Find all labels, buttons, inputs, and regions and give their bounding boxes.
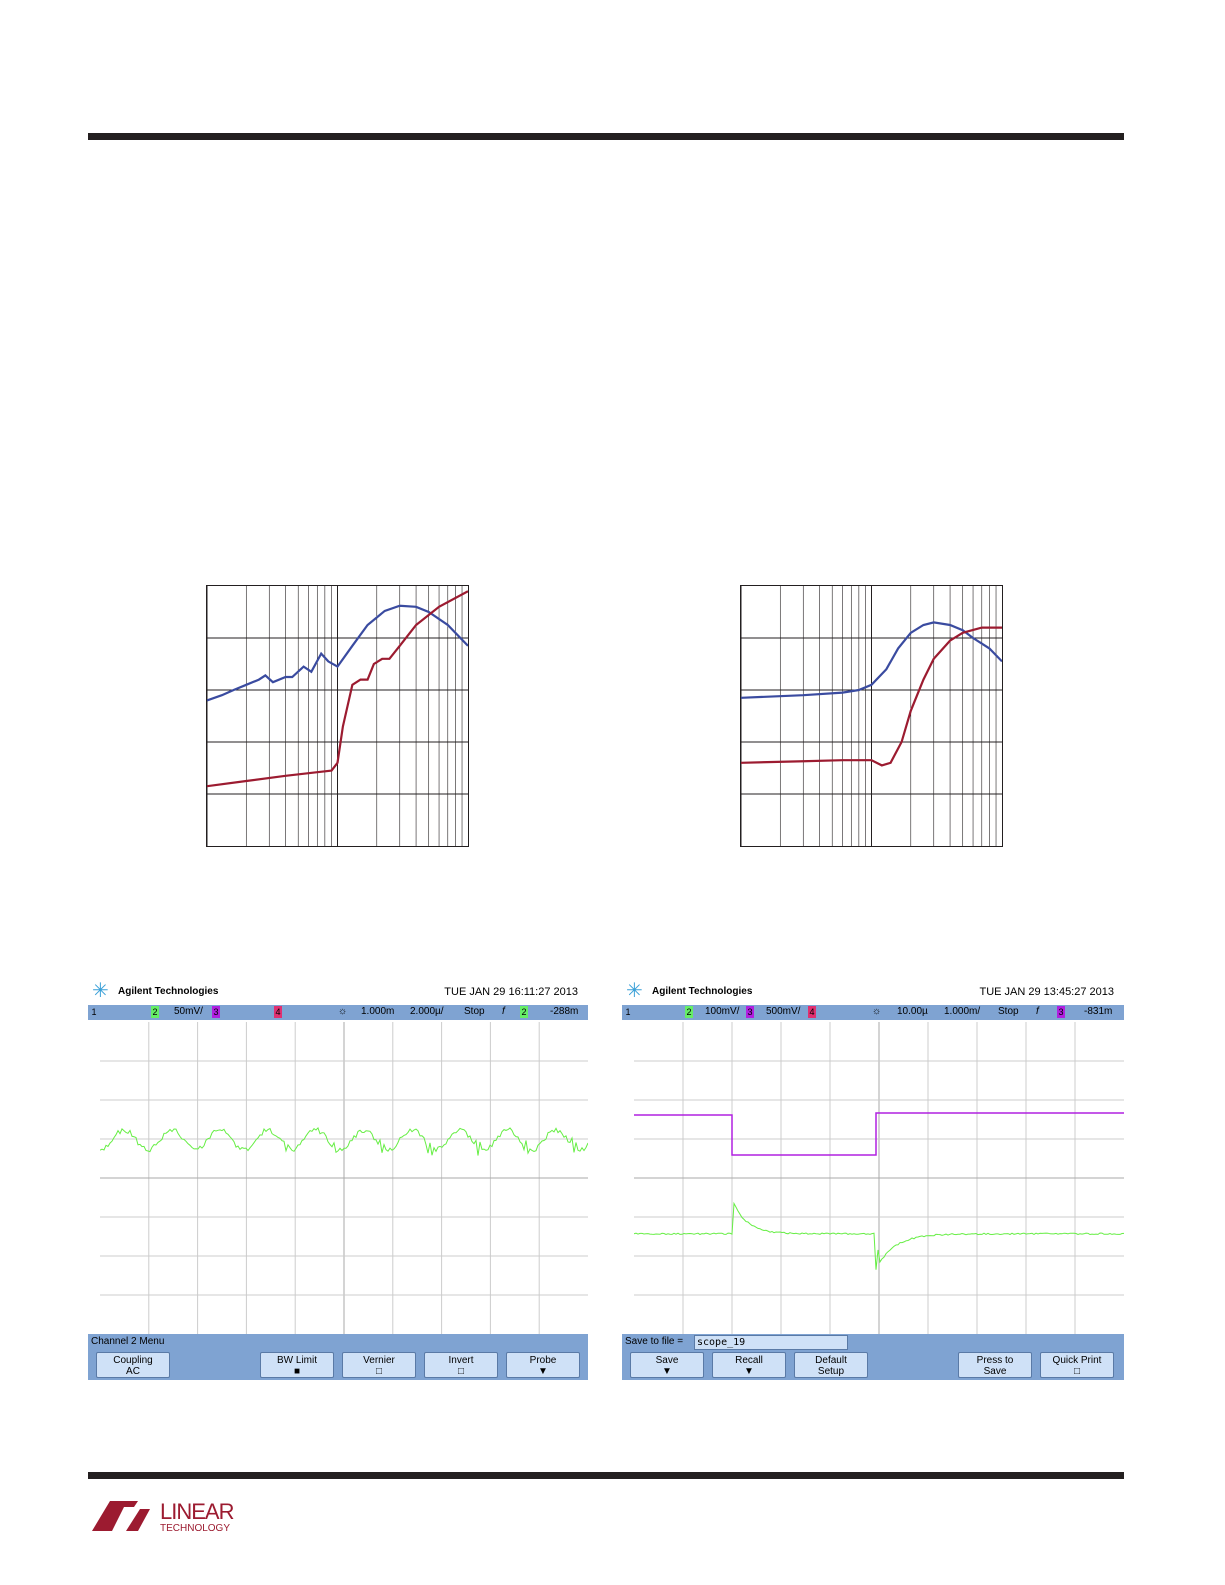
svg-text:LINEAR: LINEAR (160, 1499, 234, 1524)
linear-technology-logo: LINEAR TECHNOLOGY (88, 1495, 258, 1540)
trigger-source: 2 (520, 1006, 528, 1018)
delay-icon: ☼ (872, 1006, 881, 1017)
save-button[interactable]: Save ▼ (630, 1352, 704, 1378)
ch4-badge: 4 (274, 1006, 282, 1018)
press-to-save-button[interactable]: Press to Save (958, 1352, 1032, 1378)
status-bar: 1 2 100mV/ 3 500mV/ 4 ☼ 10.00µ 1.000m/ S… (622, 1005, 1124, 1020)
save-label: Save to file = (625, 1336, 683, 1347)
timebase: 1.000m/ (944, 1006, 980, 1017)
run-state: Stop (998, 1006, 1019, 1017)
trigger-level: -288m (550, 1006, 578, 1017)
coupling-button[interactable]: Coupling AC (96, 1352, 170, 1378)
trigger-source: 3 (1057, 1006, 1065, 1018)
ch3-badge: 3 (746, 1006, 754, 1018)
trigger-slope-icon: f (1036, 1006, 1039, 1017)
vernier-button[interactable]: Vernier □ (342, 1352, 416, 1378)
softkey-menu: Save to file = scope_19 Save ▼ Recall ▼ De… (622, 1334, 1124, 1380)
waveform-display (634, 1022, 1122, 1334)
default-setup-button[interactable]: Default Setup (794, 1352, 868, 1378)
scope-screenshot-left: ✳ Agilent Technologies TUE JAN 29 16:11:27… (88, 980, 588, 1380)
bw-limit-button[interactable]: BW Limit ■ (260, 1352, 334, 1378)
top-rule (88, 133, 1124, 140)
ch2-scale: 100mV/ (705, 1006, 739, 1017)
bottom-rule (88, 1472, 1124, 1479)
probe-button[interactable]: Probe ▼ (506, 1352, 580, 1378)
ch2-scale: 50mV/ (174, 1006, 203, 1017)
plot-right (740, 585, 1003, 847)
invert-button[interactable]: Invert □ (424, 1352, 498, 1378)
trigger-slope-icon: f (502, 1006, 505, 1017)
time-delay: 1.000m (361, 1006, 394, 1017)
recall-button[interactable]: Recall ▼ (712, 1352, 786, 1378)
agilent-logo-icon: ✳ (92, 980, 109, 1002)
ch3-badge: 3 (212, 1006, 220, 1018)
agilent-logo-icon: ✳ (626, 980, 643, 1002)
ch1-badge: 1 (624, 1006, 632, 1018)
brand: Agilent Technologies (652, 986, 752, 997)
ch4-badge: 4 (808, 1006, 816, 1018)
menu-title: Channel 2 Menu (91, 1336, 164, 1347)
time-delay: 10.00µ (897, 1006, 928, 1017)
plot-left (206, 585, 469, 847)
date: TUE JAN 29 16:11:27 2013 (444, 986, 578, 998)
run-state: Stop (464, 1006, 485, 1017)
scope-screenshot-right: ✳ Agilent Technologies TUE JAN 29 13:45:27… (622, 980, 1124, 1380)
delay-icon: ☼ (338, 1006, 347, 1017)
ch3-scale: 500mV/ (766, 1006, 800, 1017)
status-bar: 1 2 50mV/ 3 4 ☼ 1.000m 2.000µ/ Stop f 2 … (88, 1005, 588, 1020)
trigger-level: -831m (1084, 1006, 1112, 1017)
quick-print-button[interactable]: Quick Print □ (1040, 1352, 1114, 1378)
ch1-badge: 1 (90, 1006, 98, 1018)
filename-input[interactable]: scope_19 (694, 1335, 848, 1350)
ch2-badge: 2 (151, 1006, 159, 1018)
softkey-menu: Channel 2 Menu Coupling AC BW Limit ■ Vern… (88, 1334, 588, 1380)
svg-text:TECHNOLOGY: TECHNOLOGY (160, 1523, 230, 1534)
timebase: 2.000µ/ (410, 1006, 444, 1017)
brand: Agilent Technologies (118, 986, 218, 997)
waveform-display (100, 1022, 588, 1334)
date: TUE JAN 29 13:45:27 2013 (979, 986, 1114, 998)
ch2-badge: 2 (685, 1006, 693, 1018)
